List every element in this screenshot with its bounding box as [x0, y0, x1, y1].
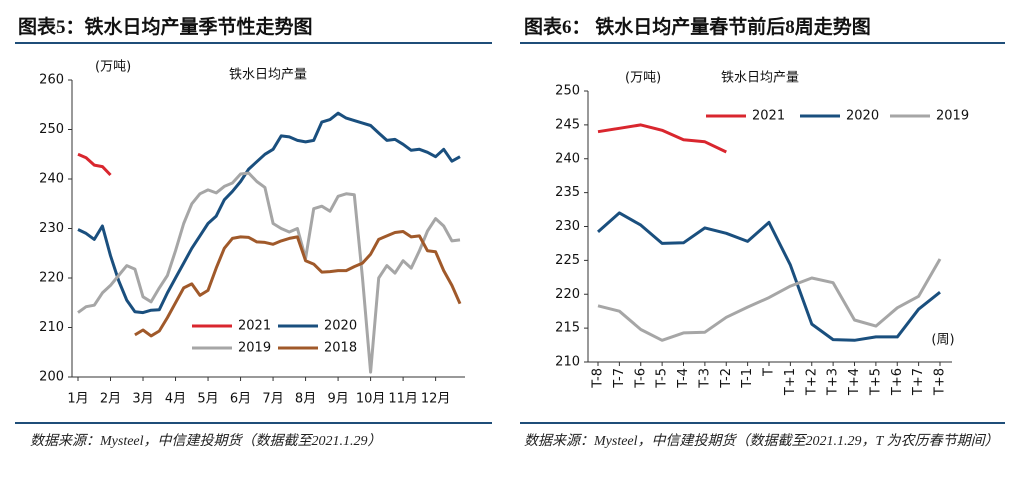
x-tick-label: 9月 [327, 392, 348, 407]
x-tick-label: T+2 [804, 368, 819, 396]
y-tick-label: 210 [39, 320, 64, 335]
chart-title: 图表5：铁水日均产量季节性走势图 [18, 17, 313, 38]
x-tick-label: 4月 [165, 392, 186, 407]
source-note: 数据来源：Mysteel，中信建投期货（数据截至2021.1.29，T 为农历春… [524, 434, 999, 449]
y-tick-label: 235 [555, 185, 580, 200]
legend-label: 2019 [936, 109, 969, 124]
y-tick-label: 230 [39, 221, 64, 236]
legend-label: 2018 [324, 341, 357, 356]
y-tick-label: 250 [555, 84, 580, 99]
x-tick-label: 6月 [230, 392, 251, 407]
series-line [134, 230, 462, 338]
x-tick-label: 10月 [356, 392, 386, 407]
x-unit-label: (周) [931, 333, 954, 348]
series-line [77, 152, 112, 177]
y-tick-label: 220 [555, 287, 580, 302]
x-tick-label: 12月 [421, 392, 451, 407]
chart-title: 图表6： 铁水日均产量春节前后8周走势图 [524, 17, 871, 38]
y-tick-label: 200 [39, 370, 64, 385]
source-note: 数据来源：Mysteel，中信建投期货（数据截至2021.1.29） [30, 434, 382, 449]
chart-subtitle: 铁水日均产量 [229, 68, 307, 83]
x-tick-label: T+7 [911, 368, 926, 396]
x-tick-label: 11月 [388, 392, 418, 407]
x-tick-label: 1月 [67, 392, 88, 407]
x-tick-label: T-5 [655, 368, 670, 389]
x-tick-label: T+6 [890, 368, 905, 396]
x-tick-label: T-2 [719, 368, 734, 389]
x-tick-label: T-3 [697, 368, 712, 389]
x-tick-label: T+1 [783, 368, 798, 396]
x-tick-label: T+8 [933, 368, 948, 396]
y-tick-label: 220 [39, 271, 64, 286]
x-tick-label: 7月 [262, 392, 283, 407]
x-tick-label: T [762, 368, 777, 377]
x-tick-label: 5月 [197, 392, 218, 407]
y-unit-label: (万吨) [95, 60, 131, 75]
legend-label: 2020 [846, 109, 879, 124]
legend-label: 2021 [752, 109, 785, 124]
x-tick-label: 3月 [132, 392, 153, 407]
legend-label: 2020 [324, 319, 357, 334]
chart-subtitle: 铁水日均产量 [721, 71, 799, 86]
series-line [597, 123, 727, 154]
x-tick-label: T+3 [826, 368, 841, 396]
x-tick-label: T-4 [676, 368, 691, 389]
y-tick-label: 230 [555, 219, 580, 234]
legend-label: 2019 [238, 341, 271, 356]
x-tick-label: T-8 [591, 368, 606, 389]
x-tick-label: 2月 [100, 392, 121, 407]
y-tick-label: 240 [39, 172, 64, 187]
series-line [77, 111, 461, 315]
x-tick-label: 8月 [295, 392, 316, 407]
x-tick-label: T-7 [612, 368, 627, 389]
x-tick-label: T-1 [740, 368, 755, 389]
y-tick-label: 225 [555, 253, 580, 268]
y-tick-label: 210 [555, 355, 580, 370]
x-tick-label: T+5 [868, 368, 883, 396]
y-tick-label: 240 [555, 151, 580, 166]
series-line [597, 211, 941, 342]
series-line [597, 258, 942, 342]
y-tick-label: 260 [39, 73, 64, 88]
x-tick-label: T+4 [847, 368, 862, 396]
legend-label: 2021 [238, 319, 271, 334]
y-tick-label: 215 [555, 321, 580, 336]
x-tick-label: T-6 [633, 368, 648, 389]
series-line [77, 171, 461, 374]
y-tick-label: 245 [555, 117, 580, 132]
y-unit-label: (万吨) [625, 71, 661, 86]
y-tick-label: 250 [39, 122, 64, 137]
